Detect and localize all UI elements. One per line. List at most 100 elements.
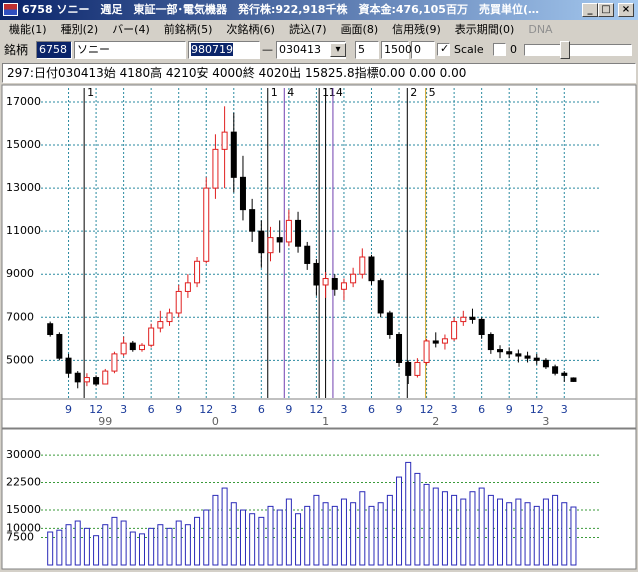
x-tick-label: 6 (258, 403, 265, 416)
candle-body (212, 148, 219, 189)
candle-body (386, 312, 393, 335)
year-label: 99 (98, 415, 112, 428)
slider[interactable] (524, 44, 632, 56)
volume-bar (285, 498, 292, 566)
time-axis-panel (1, 398, 637, 429)
menu-item[interactable]: 表示期間(0) (454, 23, 515, 36)
menu-item[interactable]: 画面(8) (340, 23, 379, 36)
candle-body (561, 372, 568, 376)
volume-bar (313, 494, 320, 566)
x-tick-label: 12 (309, 403, 323, 416)
volume-bar (166, 527, 173, 566)
volume-bar (377, 502, 384, 566)
candle-body (249, 209, 256, 232)
y-tick-label: 15000 (6, 503, 41, 516)
x-tick-label: 6 (148, 403, 155, 416)
volume-bar (561, 502, 568, 566)
menu-item[interactable]: DNA (528, 23, 553, 36)
volume-bar (487, 494, 494, 566)
candle-body (396, 333, 403, 363)
x-tick-label: 3 (120, 403, 127, 416)
candle-body (524, 355, 531, 359)
x-tick-label: 3 (561, 403, 568, 416)
volume-bar (138, 533, 145, 566)
candle-body (93, 377, 100, 385)
event-label: 5 (429, 86, 436, 99)
volume-bar (515, 498, 522, 566)
to-date-combo[interactable]: 030413 (276, 41, 346, 59)
volume-bar (129, 531, 136, 566)
y-tick-label: 15000 (6, 138, 41, 151)
from-date-input[interactable]: 980719 (188, 41, 260, 59)
candle-body (478, 318, 485, 335)
maximize-button[interactable]: □ (598, 3, 614, 17)
y-tick-label: 13000 (6, 181, 41, 194)
candle-body (258, 230, 265, 254)
candle-body (56, 333, 63, 359)
option-checkbox[interactable] (493, 43, 506, 56)
x-tick-label: 3 (340, 403, 347, 416)
event-label: 4 (287, 86, 294, 99)
event-label: 1 (87, 86, 94, 99)
candle-body (276, 237, 283, 243)
y-tick-label: 22500 (6, 476, 41, 489)
field-1[interactable]: 5 (355, 41, 379, 59)
candle-body (47, 323, 54, 335)
candle-body (194, 260, 201, 284)
menu-item[interactable]: 前銘柄(5) (163, 23, 213, 36)
candle-body (267, 237, 274, 254)
combo-arrow[interactable]: ▾ (330, 43, 346, 57)
candle-body (83, 377, 90, 383)
candle-body (460, 316, 467, 323)
volume-bar (175, 520, 182, 566)
candle-body (304, 245, 311, 264)
menu-bar: 機能(1) 種別(2) バー(4) 前銘柄(5) 次銘柄(6) 読込(7) 画面(8) 信用残… (0, 20, 638, 39)
candle-body (570, 377, 577, 382)
volume-bar (212, 494, 219, 566)
menu-item[interactable]: 次銘柄(6) (226, 23, 275, 36)
candle-body (451, 321, 458, 340)
menu-item[interactable]: 読込(7) (288, 23, 327, 36)
code-input[interactable]: 6758 (36, 41, 72, 59)
candle-body (221, 131, 228, 150)
volume-bar (497, 498, 504, 566)
minimize-button[interactable]: _ (582, 3, 598, 17)
candle-body (230, 131, 237, 178)
x-tick-label: 6 (478, 403, 485, 416)
volume-bar (368, 505, 375, 566)
menu-item[interactable]: バー(4) (112, 23, 150, 36)
candle-body (175, 290, 182, 314)
candle-body (74, 372, 81, 383)
x-tick-label: 9 (65, 403, 72, 416)
menu-item[interactable]: 種別(2) (60, 23, 99, 36)
close-button[interactable]: × (618, 3, 634, 17)
menu-item[interactable]: 信用残(9) (392, 23, 441, 36)
menu-item[interactable]: 機能(1) (9, 23, 47, 36)
volume-bar (405, 461, 412, 566)
candle-body (542, 359, 549, 368)
slider-thumb[interactable] (560, 41, 570, 59)
volume-bar (386, 494, 393, 566)
volume-bar (331, 505, 338, 566)
year-label: 1 (322, 415, 329, 428)
volume-bar (93, 535, 100, 566)
candle-body (295, 219, 302, 247)
field-3[interactable]: 0 (411, 41, 435, 59)
volume-bar (570, 506, 577, 566)
year-label: 3 (542, 415, 549, 428)
candle-body (552, 366, 559, 374)
volume-bar (460, 498, 467, 566)
scale-checkbox[interactable]: ✓ (437, 43, 450, 56)
field-2[interactable]: 1500 (381, 41, 412, 59)
candle-body (129, 342, 136, 351)
candle-body (359, 256, 366, 275)
volume-bar (111, 516, 118, 566)
candle-body (533, 357, 540, 361)
name-input[interactable]: ソニー (74, 41, 186, 59)
volume-bar (542, 498, 549, 566)
y-tick-label: 11000 (6, 224, 41, 237)
event-label: 1 (271, 86, 278, 99)
volume-bar (120, 520, 127, 566)
